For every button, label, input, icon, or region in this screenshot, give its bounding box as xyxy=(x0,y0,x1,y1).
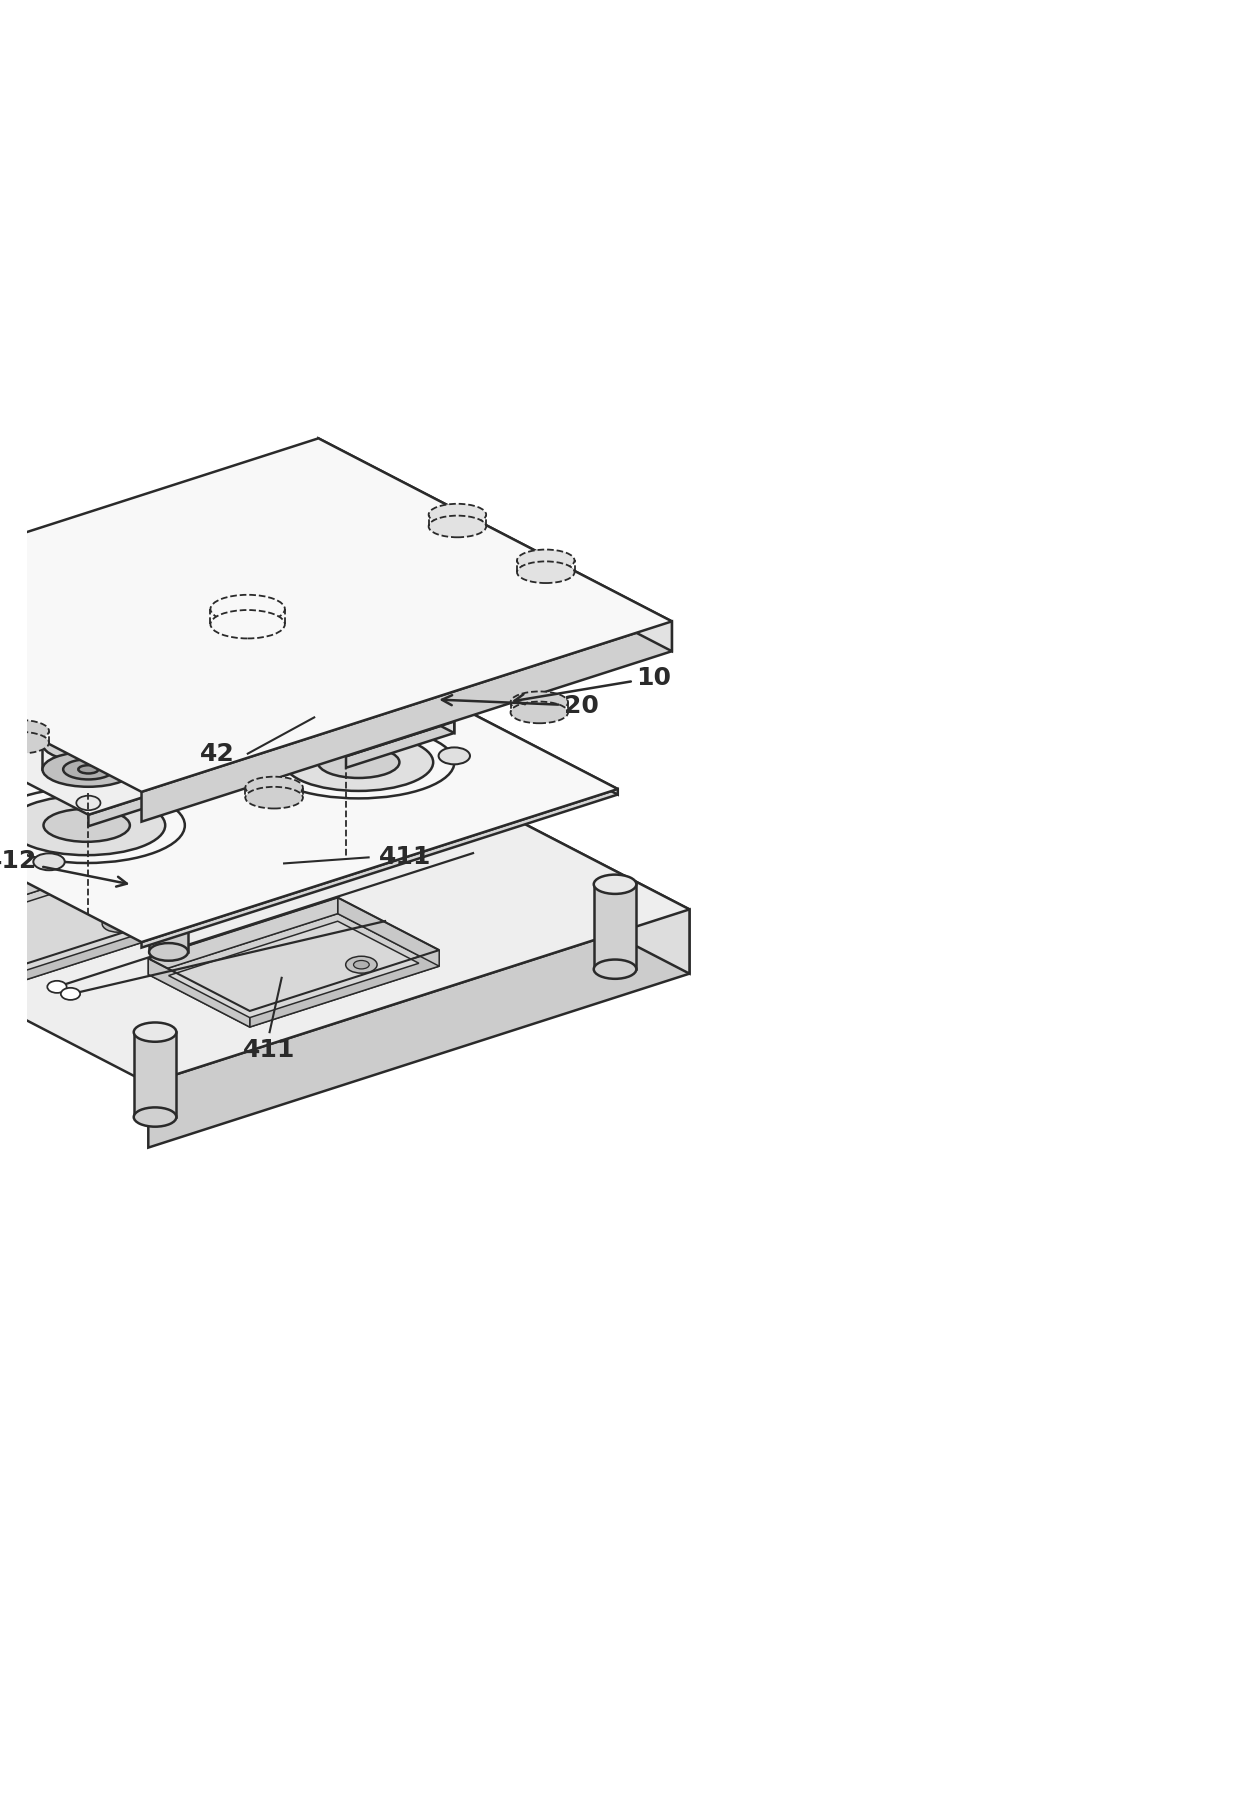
Ellipse shape xyxy=(320,852,335,861)
Ellipse shape xyxy=(429,516,486,538)
Ellipse shape xyxy=(300,694,392,728)
Ellipse shape xyxy=(134,1107,176,1127)
Ellipse shape xyxy=(63,759,114,779)
Ellipse shape xyxy=(336,707,356,716)
Ellipse shape xyxy=(317,747,399,777)
Polygon shape xyxy=(0,640,618,942)
Ellipse shape xyxy=(0,754,20,768)
Ellipse shape xyxy=(33,853,64,870)
Ellipse shape xyxy=(78,765,98,774)
Ellipse shape xyxy=(353,960,370,969)
Polygon shape xyxy=(135,814,386,910)
Polygon shape xyxy=(141,788,618,948)
Ellipse shape xyxy=(47,980,67,993)
Ellipse shape xyxy=(211,611,285,638)
Ellipse shape xyxy=(0,788,185,863)
Ellipse shape xyxy=(246,777,303,799)
Polygon shape xyxy=(114,805,405,919)
Polygon shape xyxy=(169,920,419,1018)
Polygon shape xyxy=(0,857,94,933)
Text: 411: 411 xyxy=(378,846,432,870)
Ellipse shape xyxy=(284,734,433,790)
Polygon shape xyxy=(238,665,454,756)
Polygon shape xyxy=(337,897,439,966)
Ellipse shape xyxy=(43,808,130,843)
Polygon shape xyxy=(327,640,618,794)
Ellipse shape xyxy=(346,957,377,973)
Polygon shape xyxy=(0,439,672,792)
Polygon shape xyxy=(594,884,636,969)
Ellipse shape xyxy=(61,988,81,1000)
Ellipse shape xyxy=(511,701,568,723)
Ellipse shape xyxy=(415,710,439,725)
Ellipse shape xyxy=(517,562,574,583)
Ellipse shape xyxy=(263,727,454,799)
Polygon shape xyxy=(149,913,439,1027)
Ellipse shape xyxy=(211,594,285,623)
Polygon shape xyxy=(149,959,249,1027)
Ellipse shape xyxy=(42,752,134,786)
Polygon shape xyxy=(6,910,196,986)
Ellipse shape xyxy=(246,786,303,808)
Polygon shape xyxy=(141,622,672,821)
Ellipse shape xyxy=(149,893,188,910)
Ellipse shape xyxy=(149,942,188,960)
Polygon shape xyxy=(0,917,6,986)
Ellipse shape xyxy=(594,960,636,978)
Ellipse shape xyxy=(511,692,568,714)
Polygon shape xyxy=(88,779,197,826)
Ellipse shape xyxy=(517,549,574,571)
Ellipse shape xyxy=(321,701,371,721)
Polygon shape xyxy=(0,881,175,977)
Polygon shape xyxy=(149,910,689,1147)
Ellipse shape xyxy=(134,1022,176,1042)
Text: 42: 42 xyxy=(200,741,234,766)
Ellipse shape xyxy=(429,504,486,525)
Polygon shape xyxy=(0,873,196,986)
Ellipse shape xyxy=(334,737,358,752)
Polygon shape xyxy=(0,725,197,815)
Polygon shape xyxy=(319,439,672,651)
Ellipse shape xyxy=(102,915,134,931)
Polygon shape xyxy=(114,790,304,866)
Ellipse shape xyxy=(334,669,358,683)
Text: 20: 20 xyxy=(441,694,599,718)
Polygon shape xyxy=(134,1033,176,1116)
Ellipse shape xyxy=(42,727,134,761)
Ellipse shape xyxy=(594,875,636,893)
Ellipse shape xyxy=(253,696,277,710)
Ellipse shape xyxy=(110,919,125,928)
Text: 412: 412 xyxy=(0,848,126,886)
Ellipse shape xyxy=(0,719,50,741)
Ellipse shape xyxy=(77,795,100,810)
Ellipse shape xyxy=(300,669,392,703)
Ellipse shape xyxy=(289,718,332,736)
Polygon shape xyxy=(149,897,337,975)
Polygon shape xyxy=(216,843,405,919)
Polygon shape xyxy=(289,727,332,812)
Polygon shape xyxy=(114,850,216,919)
Text: 10: 10 xyxy=(515,665,671,705)
Polygon shape xyxy=(249,949,439,1027)
Polygon shape xyxy=(94,857,196,926)
Ellipse shape xyxy=(311,848,343,864)
Polygon shape xyxy=(88,725,197,792)
Ellipse shape xyxy=(439,747,470,765)
Polygon shape xyxy=(346,721,454,768)
Ellipse shape xyxy=(157,770,181,785)
Polygon shape xyxy=(149,901,188,951)
Ellipse shape xyxy=(77,728,100,743)
Text: 411: 411 xyxy=(243,1038,296,1062)
Ellipse shape xyxy=(9,795,165,855)
Polygon shape xyxy=(346,665,454,734)
Polygon shape xyxy=(0,718,689,1084)
Polygon shape xyxy=(304,790,405,857)
Polygon shape xyxy=(317,718,689,973)
Ellipse shape xyxy=(289,803,332,821)
Ellipse shape xyxy=(0,732,50,754)
